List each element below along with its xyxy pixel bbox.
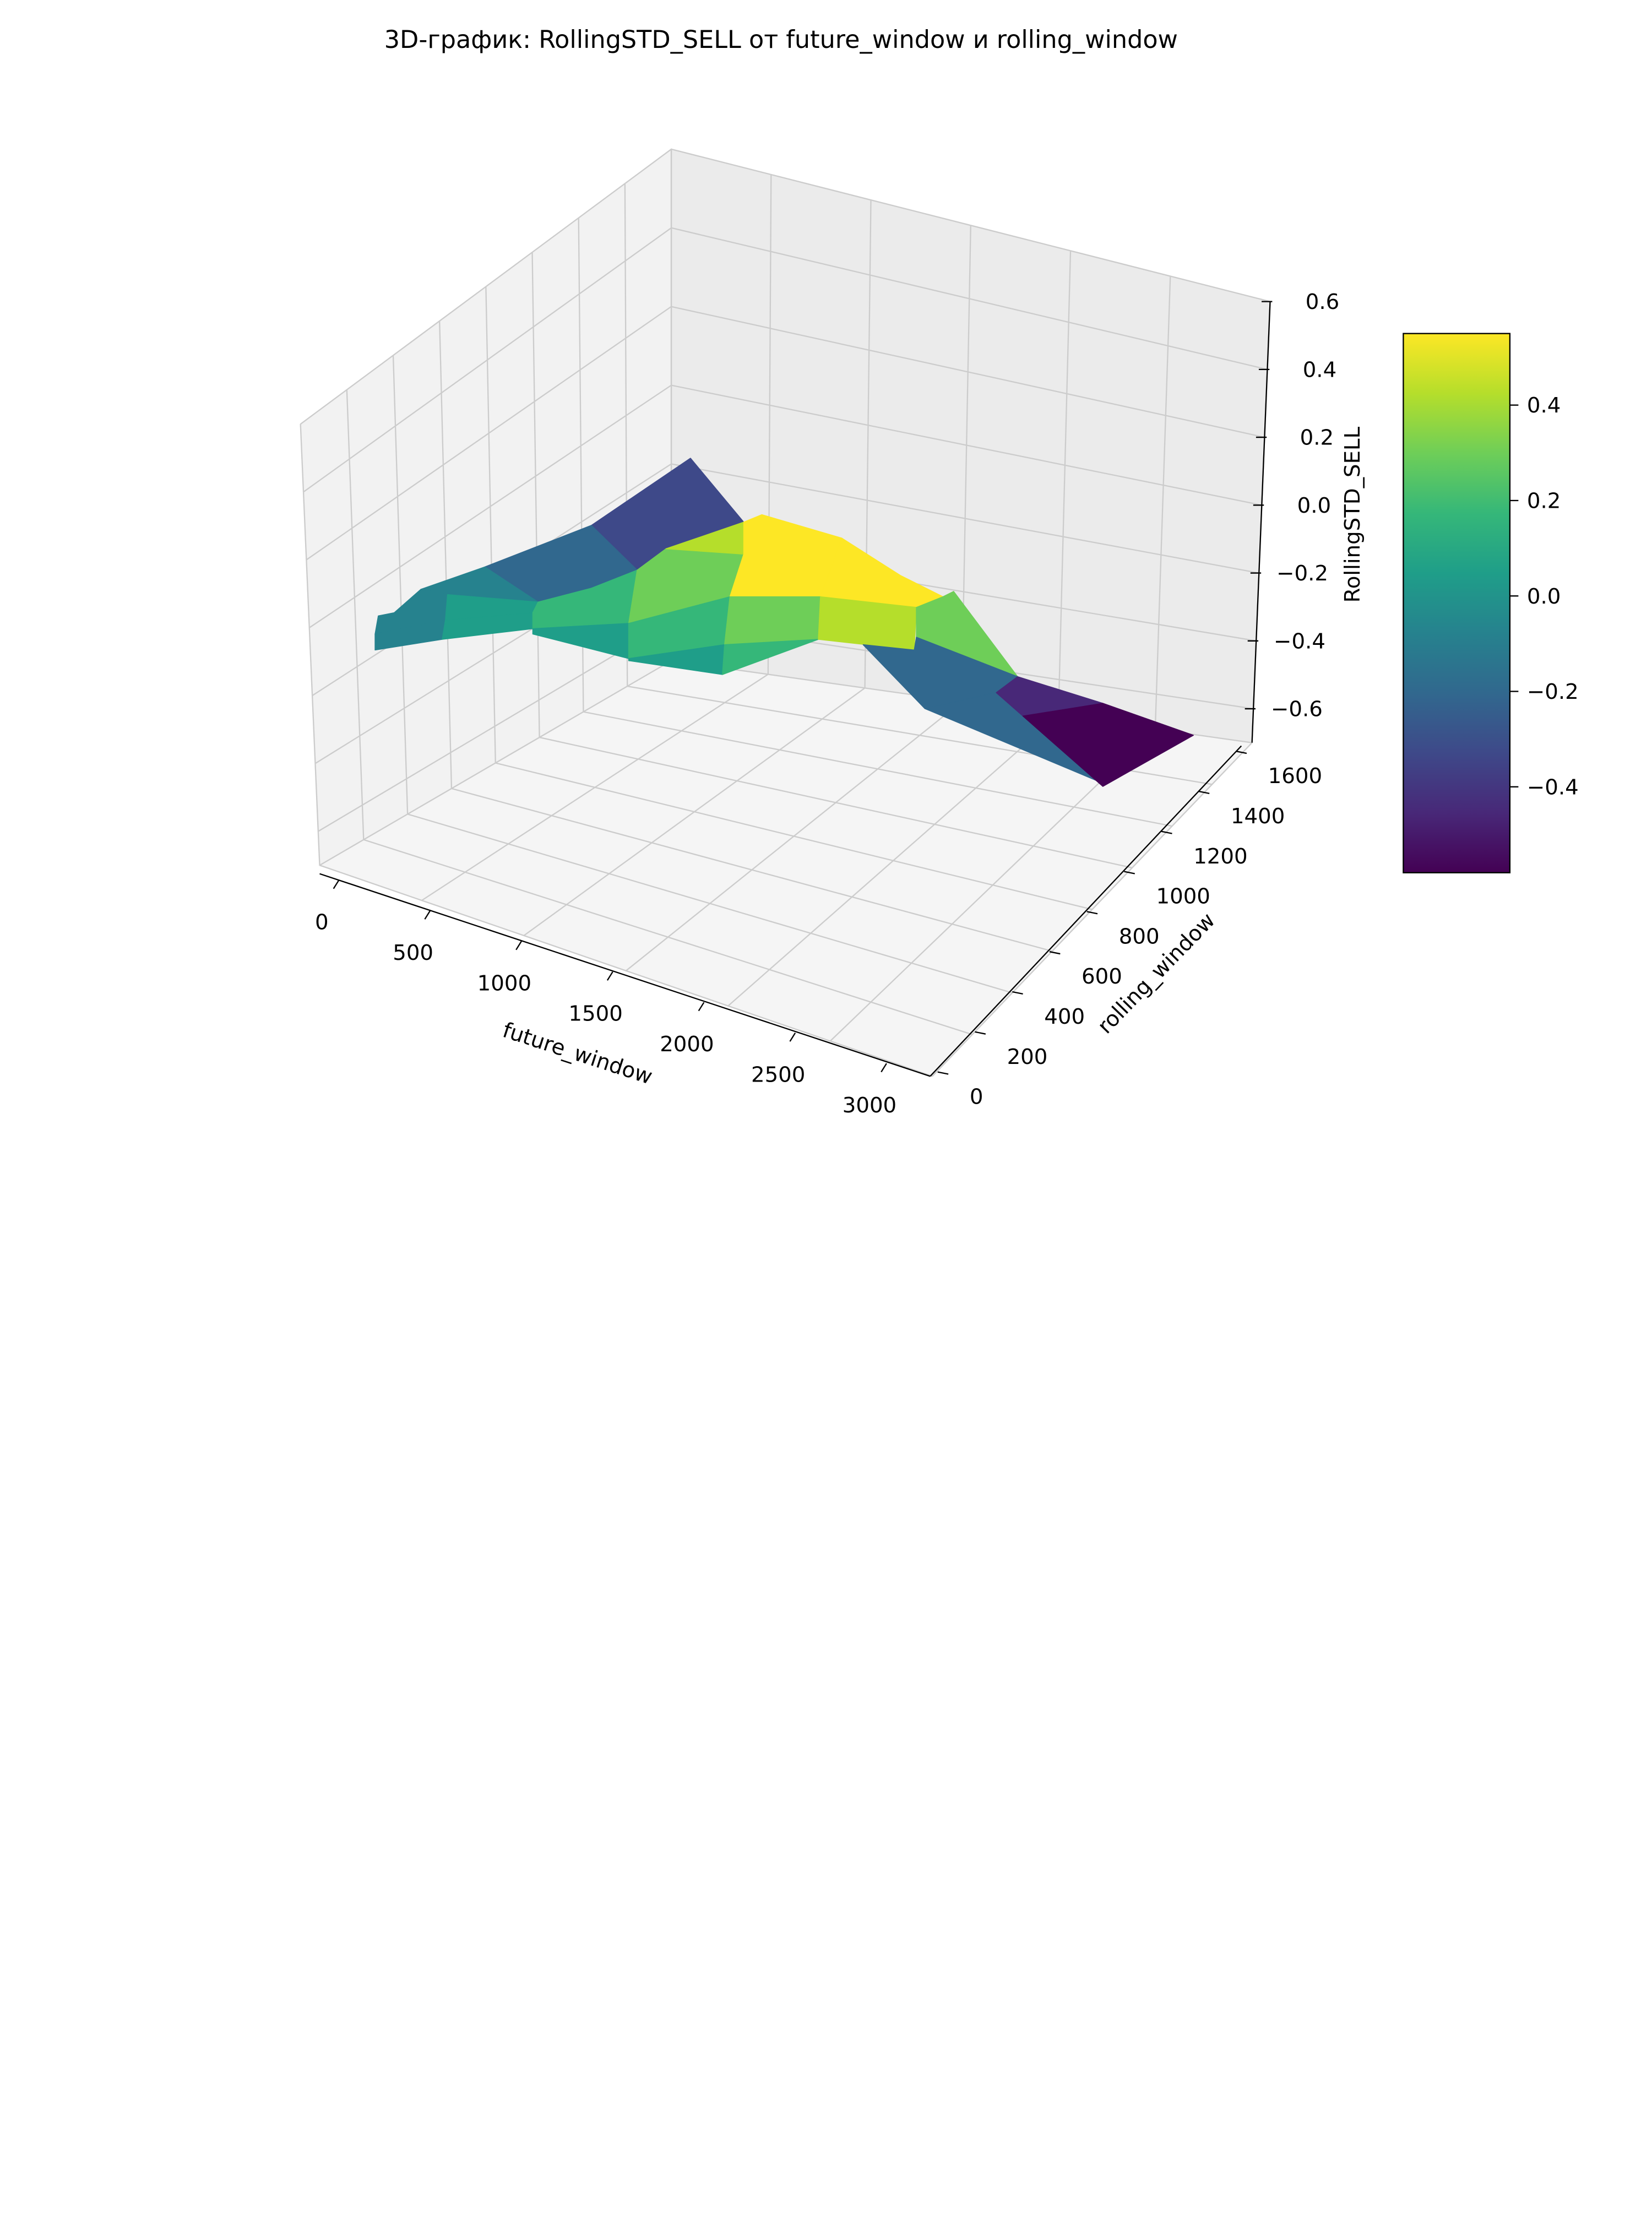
surface-facet	[724, 596, 821, 645]
y-tick-label: 1600	[1268, 764, 1322, 789]
grid-line-x-back	[1154, 276, 1171, 729]
grid-line-y-back	[531, 252, 540, 738]
y-tick-label: 200	[1007, 1045, 1048, 1069]
z-tick-label: −0.2	[1276, 561, 1328, 586]
y-axis-ticks: 0 200 400 600 800 1000 1200 1400 1600	[937, 751, 1322, 1110]
surface-facet	[722, 639, 819, 675]
colorbar-tick-label: −0.2	[1527, 680, 1579, 704]
y-tick-label: 400	[1044, 1004, 1085, 1029]
colorbar-ticks: −0.4 −0.2 0.0 0.2 0.4	[1509, 393, 1579, 800]
x-tick-label: 0	[315, 910, 329, 935]
grid-line-y	[451, 787, 1053, 952]
z-tick-label: −0.6	[1271, 697, 1323, 722]
grid-line-y-back	[439, 321, 453, 789]
grid-line-z	[306, 306, 1265, 561]
x-axis-ticks: 0 500 1000 1500 2000 2500 3000	[315, 879, 896, 1118]
grid-line-y	[539, 736, 1133, 868]
x-tick-label: 1000	[477, 971, 531, 996]
colorbar	[1403, 333, 1511, 873]
grid-line-x-back	[1057, 251, 1072, 716]
x-tick-label: 3000	[843, 1093, 896, 1118]
grid-line-y-back	[392, 355, 409, 814]
z-axis-line	[1251, 301, 1271, 743]
axis-lines	[319, 301, 1271, 1077]
x-tick-label: 2500	[751, 1063, 805, 1088]
grid-line-y	[363, 839, 973, 1035]
y-tick-label: 1400	[1231, 804, 1285, 829]
chart-title: 3D-график: RollingSTD_SELL от future_win…	[384, 26, 1178, 54]
x-tick-mark	[333, 879, 340, 889]
x-tick-label: 2000	[660, 1032, 714, 1057]
grid-line-y	[495, 762, 1093, 910]
surface-facet	[1022, 703, 1194, 787]
grid-line-z	[309, 384, 1262, 628]
grid-line-y	[407, 813, 1013, 994]
x-tick-mark	[881, 1063, 887, 1073]
x-tick-label: 500	[393, 941, 433, 965]
colorbar-tick-label: 0.2	[1527, 488, 1561, 513]
y-tick-mark	[1012, 991, 1023, 995]
x-tick-mark	[424, 910, 431, 920]
x-axis-label: future_window	[499, 1018, 655, 1089]
y-tick-label: 600	[1082, 964, 1122, 989]
z-axis-label: RollingSTD_SELL	[1340, 426, 1365, 602]
y-tick-mark	[937, 1071, 949, 1075]
grid-line-y-back	[346, 389, 365, 840]
grid-line-z	[303, 227, 1268, 493]
grid-line-y-back	[300, 424, 320, 866]
y-tick-mark	[1236, 751, 1247, 754]
z-tick-label: 0.0	[1297, 493, 1332, 518]
y-tick-label: 1200	[1193, 844, 1247, 869]
colorbar-tick-label: 0.0	[1527, 584, 1561, 609]
x-tick-mark	[789, 1033, 796, 1042]
y-tick-label: 800	[1119, 924, 1160, 949]
x-tick-mark	[698, 1002, 705, 1012]
x-tick-mark	[515, 941, 522, 950]
grid-line-y	[319, 865, 933, 1077]
surface	[374, 458, 1194, 787]
z-tick-label: 0.4	[1303, 357, 1337, 382]
y-tick-mark	[1198, 790, 1210, 794]
x-tick-mark	[606, 971, 613, 981]
y-tick-mark	[1161, 830, 1172, 834]
z-axis-ticks: −0.6 −0.4 −0.2 0.0 0.2 0.4 0.6	[1245, 290, 1340, 722]
x-axis-line	[319, 873, 931, 1077]
y-tick-mark	[1086, 911, 1098, 915]
y-tick-mark	[1049, 951, 1061, 955]
z-tick-label: 0.2	[1300, 426, 1334, 450]
surface-chart: 3D-график: RollingSTD_SELL от future_win…	[300, 26, 1579, 1118]
y-axis-line	[930, 745, 1242, 1077]
grid-line-z	[300, 148, 1270, 425]
grid-line-y-back	[485, 286, 496, 763]
colorbar-tick-label: 0.4	[1527, 393, 1561, 418]
y-tick-mark	[975, 1031, 986, 1035]
colorbar-tick-label: −0.4	[1527, 775, 1579, 800]
z-tick-label: 0.6	[1306, 290, 1340, 314]
surface-facet	[916, 591, 1018, 677]
y-tick-label: 0	[970, 1085, 983, 1110]
y-tick-mark	[1124, 871, 1135, 874]
y-tick-label: 1000	[1156, 884, 1210, 909]
z-tick-label: −0.4	[1274, 629, 1325, 654]
x-tick-label: 1500	[568, 1002, 622, 1026]
grid-line-y	[583, 711, 1172, 827]
